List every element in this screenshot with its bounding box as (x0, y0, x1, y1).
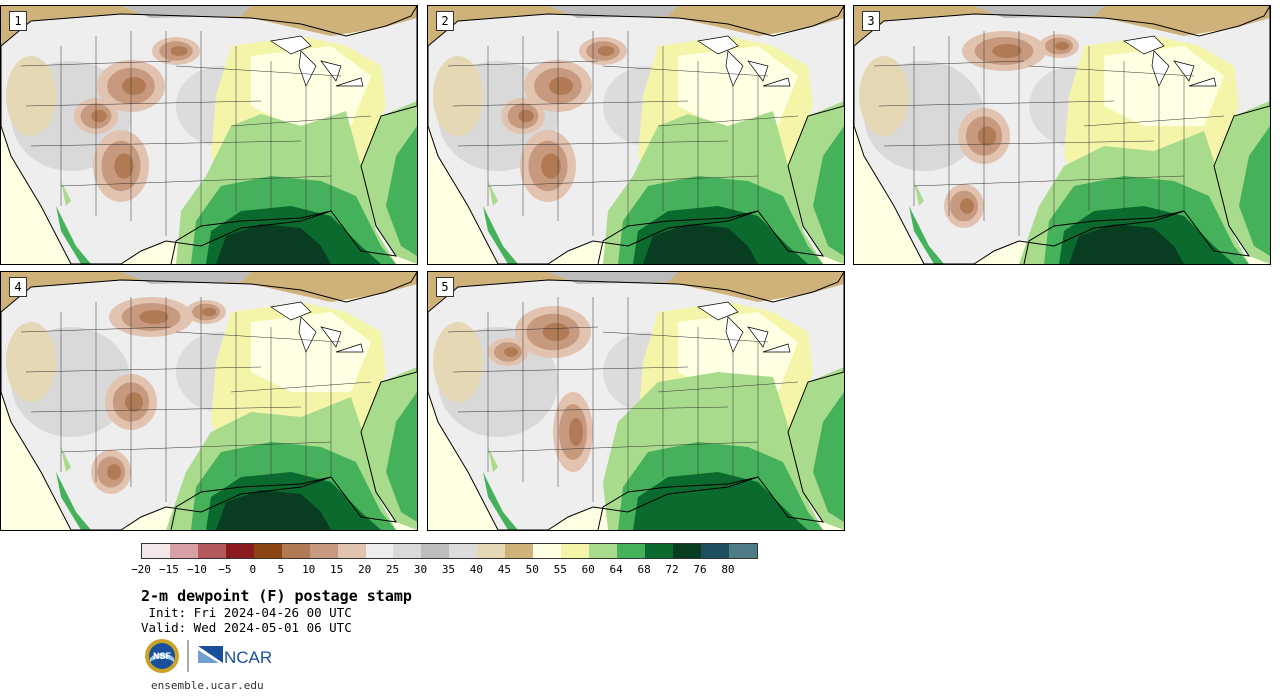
member-3-panel: 3 (853, 5, 1271, 265)
colorbar-swatch (700, 544, 729, 558)
colorbar-swatch (337, 544, 366, 558)
colorbar-swatch (589, 544, 617, 558)
colorbar-swatch (281, 544, 310, 558)
dewpoint-map-1 (1, 6, 417, 264)
member-5-panel: 5 (427, 271, 845, 531)
ncar-logo-icon: NCAR (198, 646, 272, 667)
colorbar-swatch (365, 544, 394, 558)
dewpoint-map-5 (428, 272, 844, 530)
dewpoint-map-3 (854, 6, 1270, 264)
colorbar-tick-label: 55 (553, 563, 567, 576)
colorbar-tick-label: 64 (609, 563, 623, 576)
colorbar-tick-label: 72 (665, 563, 679, 576)
colorbar-swatch (169, 544, 198, 558)
init-time: Init: Fri 2024-04-26 00 UTC (141, 605, 352, 620)
colorbar-tick-label: 45 (497, 563, 511, 576)
panel-label: 4 (9, 277, 27, 297)
colorbar-tick-label: 76 (693, 563, 707, 576)
colorbar-tick-label: 20 (357, 563, 372, 576)
colorbar-swatch (505, 544, 534, 558)
colorbar-swatch (393, 544, 422, 558)
colorbar-tick-label: 80 (721, 563, 735, 576)
colorbar-swatch (644, 544, 673, 558)
colorbar-swatch (561, 544, 589, 558)
colorbar-tick-label: 60 (581, 563, 595, 576)
colorbar-swatch (421, 544, 450, 558)
nsf-text: NSF (153, 651, 172, 661)
plot-title: 2-m dewpoint (F) postage stamp (141, 587, 412, 605)
colorbar-tick-label: 35 (441, 563, 456, 576)
panel-label: 5 (436, 277, 454, 297)
member-2-panel: 2 (427, 5, 845, 265)
colorbar-swatch (142, 544, 170, 558)
colorbar-tick-label: 25 (385, 563, 400, 576)
ncar-text: NCAR (224, 648, 272, 667)
colorbar-tick-label: 50 (525, 563, 539, 576)
panel-label: 1 (9, 11, 27, 31)
colorbar-tick-label: 5 (277, 563, 285, 576)
colorbar-swatch (309, 544, 338, 558)
colorbar-tick-label: 40 (469, 563, 484, 576)
website-link[interactable]: ensemble.ucar.edu (151, 679, 264, 692)
colorbar-tick-label: −5 (218, 563, 232, 576)
member-4-panel: 4 (0, 271, 418, 531)
colorbar-ticks: −20 −15 −10 −5 0 5 10 15 20 25 30 35 40 45 50 55 60 64 68 7… (131, 563, 761, 577)
colorbar-swatch (253, 544, 282, 558)
colorbar (141, 543, 758, 559)
colorbar-swatch (672, 544, 701, 558)
colorbar-tick-label: 15 (330, 563, 344, 576)
colorbar-tick-label: −15 (159, 563, 179, 576)
colorbar-swatch (616, 544, 645, 558)
colorbar-swatch (197, 544, 226, 558)
colorbar-tick-label: 0 (249, 563, 257, 576)
dewpoint-map-2 (428, 6, 844, 264)
dewpoint-map-4 (1, 272, 417, 530)
colorbar-swatch (225, 544, 254, 558)
colorbar-swatch (533, 544, 562, 558)
panel-label: 3 (862, 11, 880, 31)
colorbar-swatch (477, 544, 506, 558)
sponsor-logos: NSF NCAR (143, 638, 283, 674)
member-1-panel: 1 (0, 5, 418, 265)
colorbar-tick-label: −10 (186, 563, 207, 576)
colorbar-tick-label: 68 (637, 563, 651, 576)
colorbar-tick-label: 30 (413, 563, 428, 576)
colorbar-tick-label: −20 (131, 563, 151, 576)
valid-time: Valid: Wed 2024-05-01 06 UTC (141, 620, 352, 635)
panel-label: 2 (436, 11, 454, 31)
colorbar-swatch (728, 544, 757, 558)
colorbar-tick-label: 10 (302, 563, 316, 576)
colorbar-swatch (449, 544, 478, 558)
nsf-logo-icon: NSF (145, 639, 179, 673)
